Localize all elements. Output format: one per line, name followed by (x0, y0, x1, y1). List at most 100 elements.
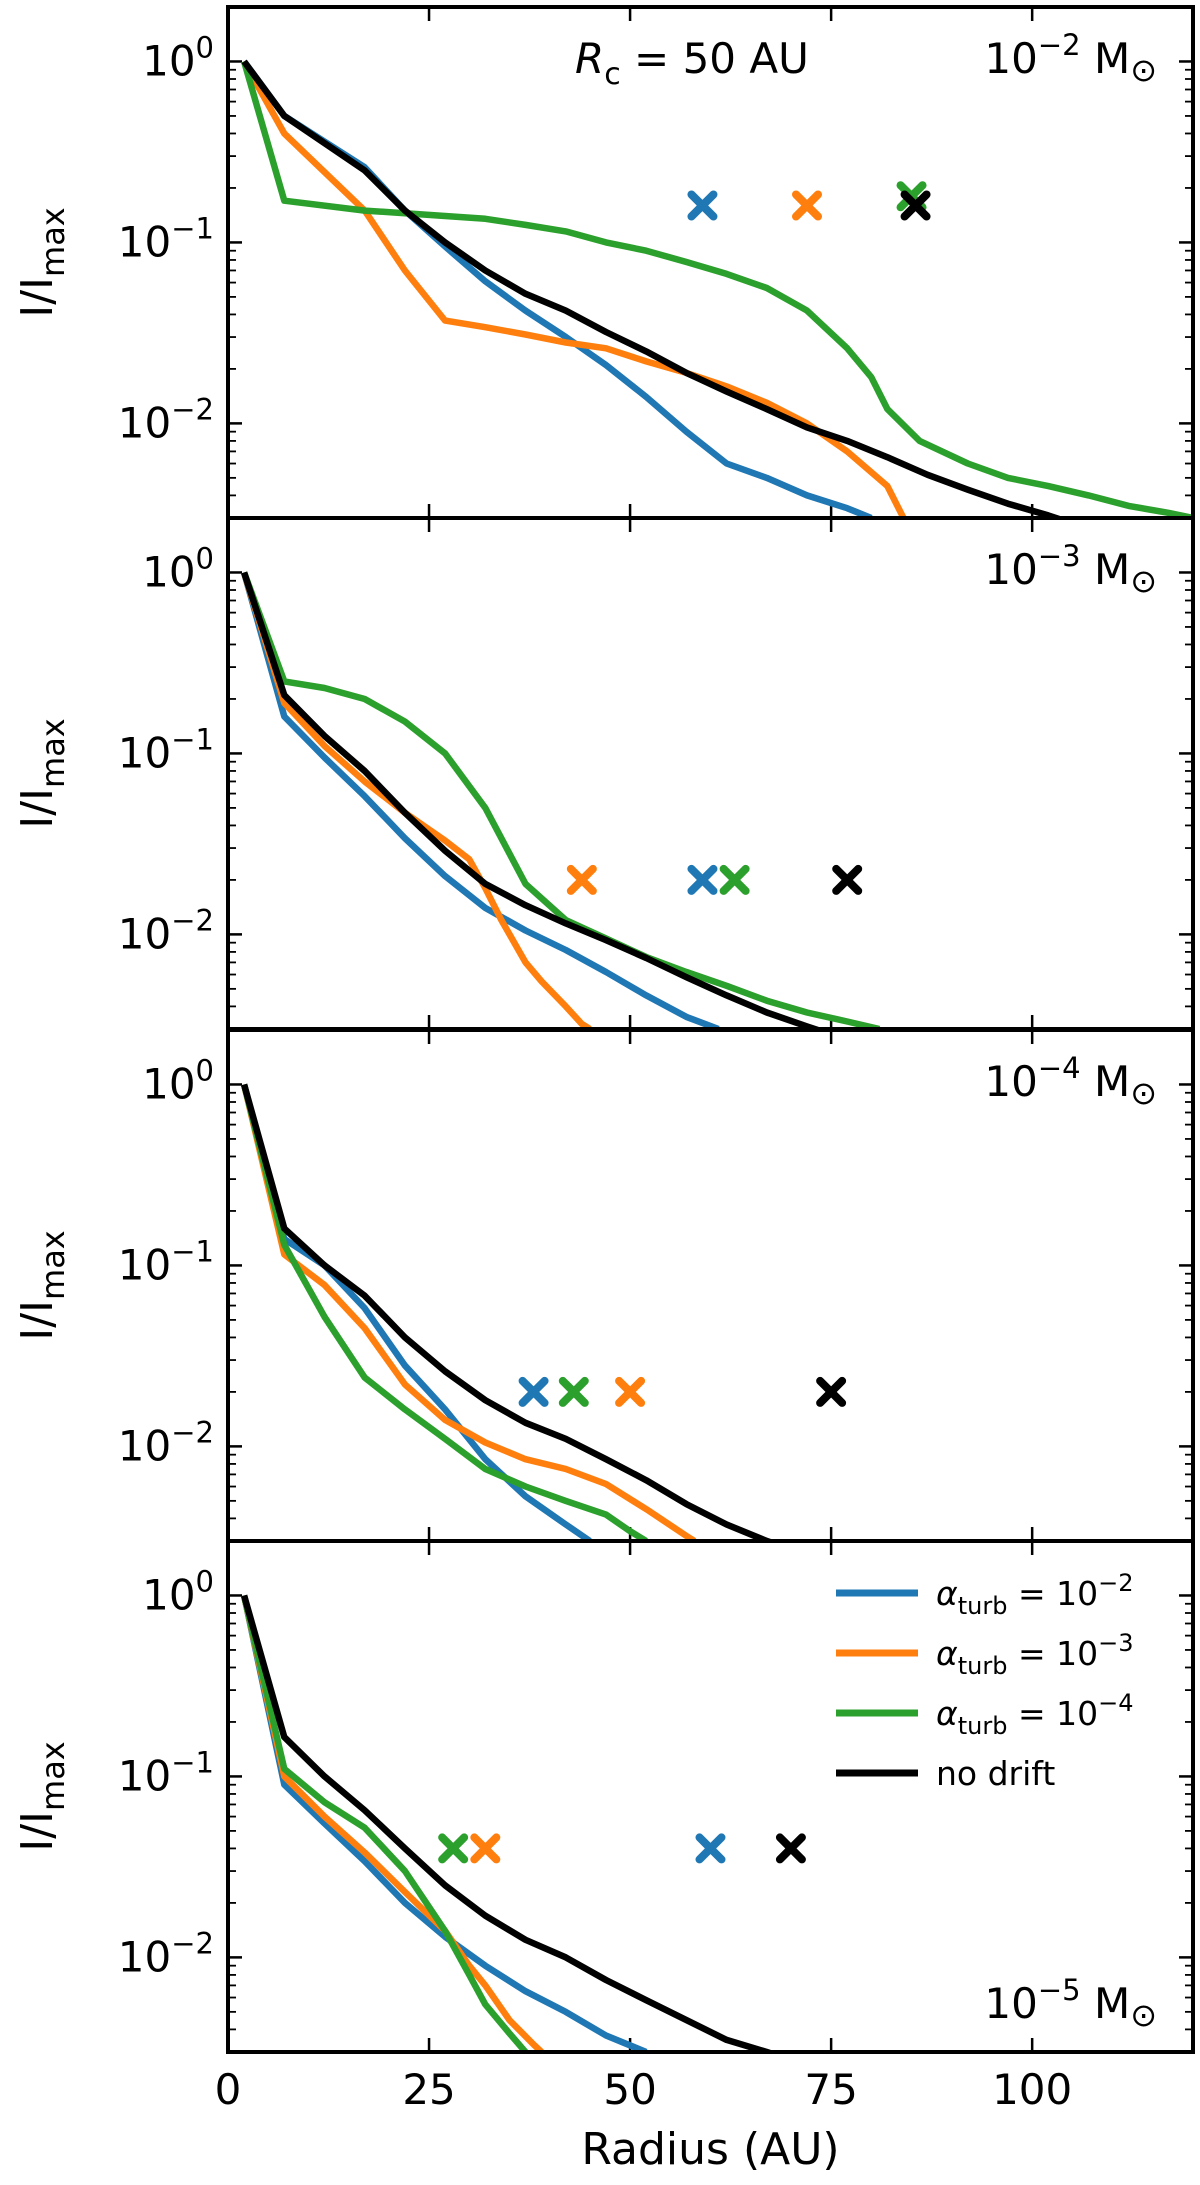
legend-label-exponent: −3 (1098, 1629, 1133, 1657)
x-marker (558, 1376, 589, 1407)
series-line (240, 1594, 544, 2052)
y-ticks (226, 6, 1193, 519)
x-marker (816, 1376, 847, 1407)
series-group (240, 59, 1193, 518)
x-tick-label: 25 (402, 2065, 455, 2114)
legend-entry: no drift (836, 1754, 1055, 1793)
rc-annotation: Rc = 50 AU (575, 34, 809, 92)
panel-frame (226, 1539, 1195, 2054)
y-tick-base: 10 (118, 1421, 171, 1470)
y-tick-exponent: 0 (196, 541, 214, 575)
y-tick-exponent: −1 (171, 722, 214, 756)
x-axis-label: Radius (AU) (581, 2124, 839, 2175)
mass-label-exponent: −4 (1038, 1051, 1081, 1085)
y-tick-exponent: −2 (171, 1415, 214, 1449)
mass-label-symbol: ⊙ (1130, 1074, 1157, 1112)
x-marker-stroke (518, 1376, 549, 1407)
x-marker (438, 1833, 469, 1864)
mass-label-symbol: ⊙ (1130, 562, 1157, 600)
series-line (240, 1083, 592, 1541)
x-marker-stroke (687, 864, 718, 895)
series-line (240, 571, 720, 1029)
y-axis-label-main: I/I (12, 1300, 63, 1341)
legend-label-main: no drift (936, 1754, 1055, 1793)
x-marker (470, 1833, 501, 1864)
mass-label-exponent: −3 (1038, 539, 1081, 573)
series-line (240, 1594, 648, 2052)
legend-label-sub: turb (958, 1592, 1008, 1620)
y-tick-exponent: −2 (171, 1926, 214, 1960)
legend-label-main: α (936, 1574, 958, 1613)
y-axis-label: I/Imax (12, 207, 72, 318)
y-tick-label: 10−2 (118, 903, 214, 958)
y-tick-exponent: −1 (171, 211, 214, 245)
y-tick-base: 10 (118, 728, 171, 777)
legend-label-sub: turb (958, 1652, 1008, 1680)
series-line (241, 571, 881, 1029)
y-tick-exponent: −2 (171, 903, 214, 937)
x-marker (615, 1376, 646, 1407)
legend-label-sub: turb (958, 1712, 1008, 1740)
y-tick-label: 10−2 (118, 1415, 214, 1470)
series-line (241, 59, 873, 518)
y-tick-exponent: 0 (196, 1564, 214, 1598)
mass-label-base: 10 (984, 545, 1037, 594)
legend-label-exponent: −4 (1098, 1689, 1133, 1717)
mass-label-base: 10 (984, 1057, 1037, 1106)
y-tick-exponent: 0 (196, 1053, 214, 1087)
mass-label: 10−3 M⊙ (984, 539, 1157, 600)
y-tick-base: 10 (118, 217, 171, 266)
y-axis-label-main: I/I (12, 277, 63, 318)
panel-frame (226, 516, 1195, 1031)
rc-annotation-sub: c (604, 57, 621, 92)
legend-label: no drift (936, 1754, 1055, 1793)
y-axis-label-main: I/I (12, 788, 63, 829)
x-marker-stroke (900, 190, 931, 221)
x-marker (792, 190, 822, 221)
legend-label-main: α (936, 1694, 958, 1733)
y-tick-exponent: −2 (171, 392, 214, 426)
y-axis-label: I/Imax (12, 1741, 72, 1852)
legend-entry: αturb = 10−2 (836, 1569, 1134, 1620)
x-marker-stroke (719, 864, 750, 895)
legend-label-rest: = 10 (1008, 1694, 1099, 1733)
y-tick-label: 100 (142, 1053, 214, 1108)
y-ticks (226, 1029, 1193, 1542)
y-axis-label: I/Imax (12, 1230, 72, 1341)
series-line (241, 59, 907, 518)
y-tick-label: 100 (142, 1564, 214, 1619)
y-tick-label: 10−1 (118, 1745, 214, 1800)
mass-label-exponent: −5 (1038, 1973, 1081, 2007)
series-line (240, 1083, 778, 1541)
x-marker-stroke (470, 1833, 501, 1864)
y-tick-base: 10 (118, 1932, 171, 1981)
x-marker-stroke (792, 190, 822, 221)
y-tick-label: 10−1 (118, 722, 214, 777)
y-tick-base: 10 (118, 398, 171, 447)
mass-label: 10−2 M⊙ (984, 28, 1157, 89)
x-marker (832, 864, 863, 895)
mass-label-symbol: ⊙ (1130, 1996, 1157, 2034)
x-marker (719, 864, 750, 895)
legend-label-exponent: −2 (1098, 1569, 1133, 1597)
mass-label: 10−5 M⊙ (984, 1973, 1157, 2034)
series-line (240, 60, 1193, 518)
series-line (240, 1594, 778, 2052)
x-axis: 0 25 50 75 100 Radius (AU) (215, 2065, 1073, 2175)
x-tick-label: 75 (804, 2065, 857, 2114)
y-tick-base: 10 (118, 909, 171, 958)
series-line (240, 1083, 648, 1541)
y-tick-label: 100 (142, 541, 214, 596)
mass-label-exponent: −2 (1038, 28, 1081, 62)
panel-frame (226, 1028, 1195, 1543)
mass-label-symbol: ⊙ (1130, 51, 1157, 89)
y-axis-label-sub: max (34, 718, 72, 788)
y-axis-label: I/Imax (12, 718, 72, 829)
x-marker-stroke (558, 1376, 589, 1407)
mass-label-unit: M (1081, 1979, 1131, 2028)
x-marker (687, 864, 718, 895)
